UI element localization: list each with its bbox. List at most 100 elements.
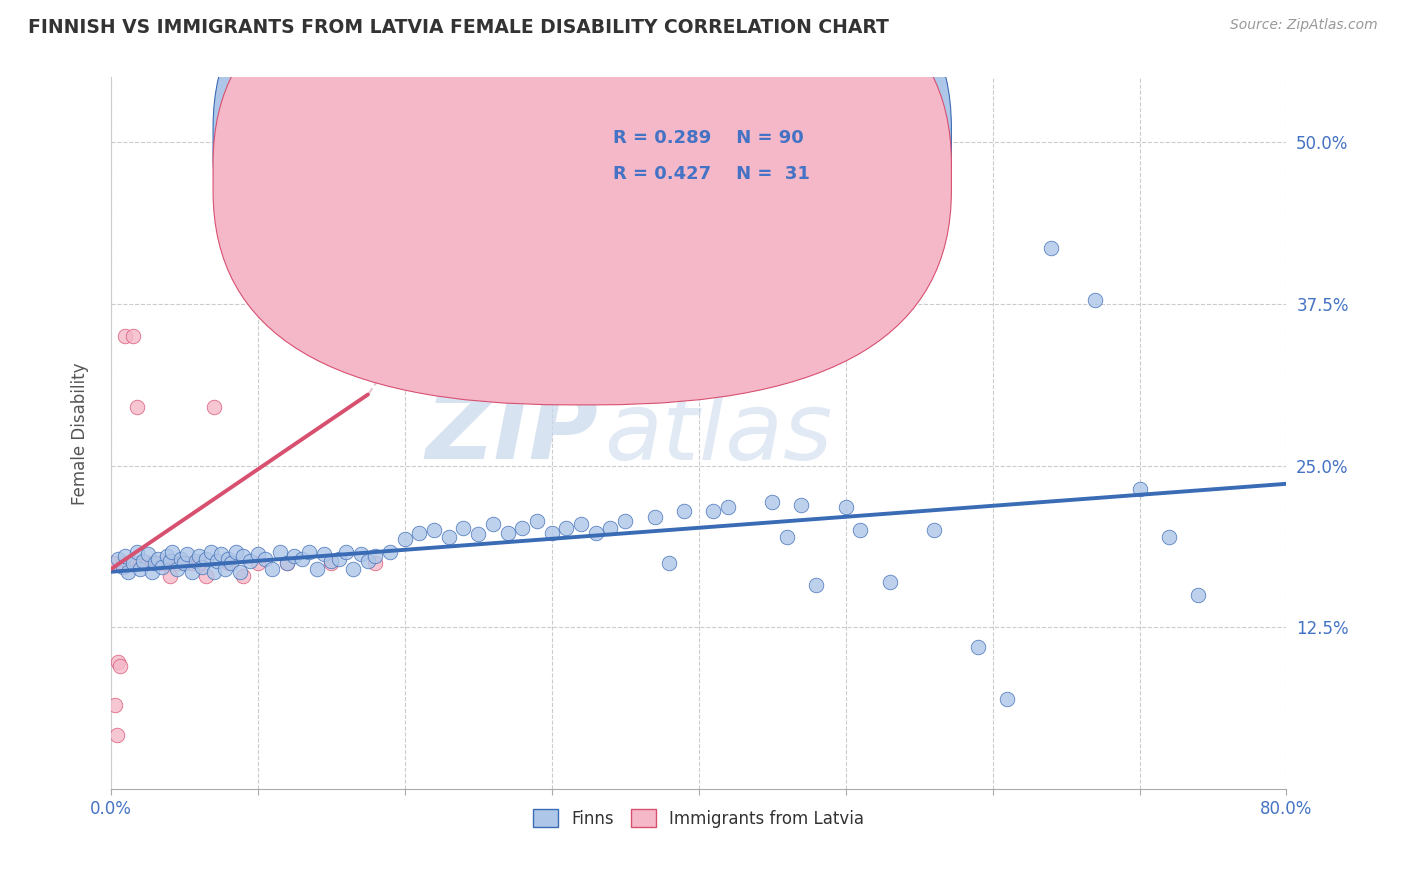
Point <box>141 556 163 570</box>
Point <box>423 524 446 538</box>
Point <box>219 556 242 570</box>
Point <box>184 554 207 568</box>
Point <box>321 556 343 570</box>
Point <box>200 545 222 559</box>
Point <box>312 547 335 561</box>
Point <box>180 556 202 570</box>
Point <box>111 559 134 574</box>
Point <box>806 578 828 592</box>
Point <box>159 568 181 582</box>
Text: atlas: atlas <box>605 388 832 479</box>
Point <box>569 516 592 531</box>
Point <box>834 500 856 514</box>
Point <box>205 554 228 568</box>
Point <box>658 556 681 570</box>
Point <box>1128 482 1150 496</box>
Point <box>187 549 209 564</box>
Point <box>180 565 202 579</box>
Point <box>176 547 198 561</box>
Text: R = 0.289    N = 90: R = 0.289 N = 90 <box>613 129 804 147</box>
Point <box>246 547 269 561</box>
Point <box>342 562 364 576</box>
Point <box>114 549 136 564</box>
Point <box>922 524 945 538</box>
Point <box>966 640 988 654</box>
Point <box>254 552 277 566</box>
Point <box>141 565 163 579</box>
Point <box>879 575 901 590</box>
Point <box>150 556 173 570</box>
Point <box>467 527 489 541</box>
Point <box>170 552 193 566</box>
Point <box>103 556 125 570</box>
Point <box>195 568 218 582</box>
Point <box>132 554 155 568</box>
Point <box>849 524 872 538</box>
Point <box>321 554 343 568</box>
Point <box>283 549 305 564</box>
FancyBboxPatch shape <box>546 106 910 205</box>
Y-axis label: Female Disability: Female Disability <box>72 362 89 505</box>
Point <box>187 556 209 570</box>
Point <box>585 526 607 541</box>
Point <box>173 556 195 570</box>
Point <box>107 552 129 566</box>
Point <box>117 565 139 579</box>
Point <box>214 562 236 576</box>
Point <box>776 530 799 544</box>
Point <box>232 549 254 564</box>
Point <box>599 521 621 535</box>
Point <box>143 556 166 570</box>
Point <box>136 547 159 561</box>
Point <box>117 556 139 570</box>
Point <box>364 556 387 570</box>
Point <box>156 556 179 570</box>
Point <box>408 526 430 541</box>
Point <box>209 547 232 561</box>
Point <box>129 562 152 576</box>
Point <box>335 545 357 559</box>
Point <box>482 516 505 531</box>
Point <box>104 698 127 712</box>
Point <box>555 521 578 535</box>
Point <box>232 568 254 582</box>
Point <box>195 552 218 566</box>
Point <box>146 552 169 566</box>
Point <box>364 549 387 564</box>
Point <box>1187 588 1209 602</box>
Point <box>453 521 475 535</box>
Point <box>191 559 214 574</box>
Point <box>614 514 637 528</box>
Text: FINNISH VS IMMIGRANTS FROM LATVIA FEMALE DISABILITY CORRELATION CHART: FINNISH VS IMMIGRANTS FROM LATVIA FEMALE… <box>28 18 889 37</box>
Point <box>1084 293 1107 307</box>
Point <box>121 556 143 570</box>
Point <box>790 498 813 512</box>
Point <box>394 533 416 547</box>
Point <box>291 552 314 566</box>
Point <box>150 559 173 574</box>
Point <box>202 565 225 579</box>
Text: Source: ZipAtlas.com: Source: ZipAtlas.com <box>1230 18 1378 32</box>
Point <box>132 556 155 570</box>
Point <box>111 556 134 570</box>
Point <box>127 545 149 559</box>
Point <box>1040 241 1063 255</box>
Point <box>437 530 460 544</box>
Point <box>995 691 1018 706</box>
Point <box>526 514 548 528</box>
Point <box>146 556 169 570</box>
Point <box>276 556 298 570</box>
Point <box>298 545 321 559</box>
FancyBboxPatch shape <box>214 0 952 405</box>
Point <box>644 510 666 524</box>
Point <box>229 565 252 579</box>
Point <box>510 521 533 535</box>
Point <box>717 500 740 514</box>
Point <box>305 562 328 576</box>
Point <box>269 545 291 559</box>
Point <box>276 556 298 570</box>
Point <box>162 545 184 559</box>
Point <box>246 556 269 570</box>
Point <box>121 329 143 343</box>
Point <box>239 554 262 568</box>
